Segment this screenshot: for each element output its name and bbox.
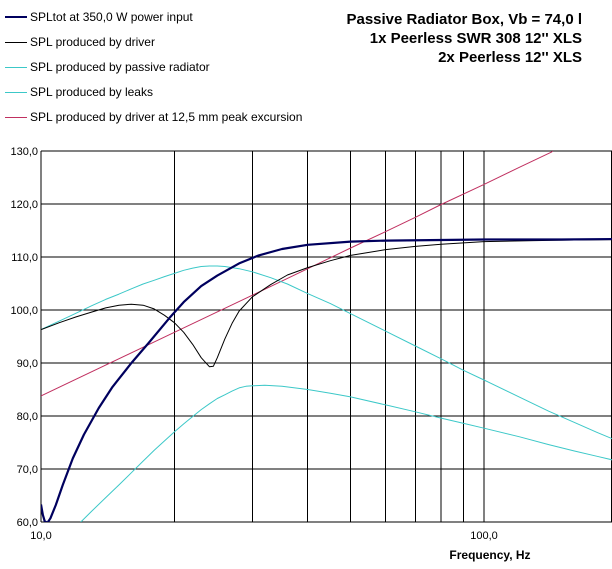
legend-label: SPL produced by passive radiator — [30, 60, 210, 74]
legend-item: SPL produced by passive radiator — [0, 59, 210, 75]
legend-label: SPL produced by driver at 12,5 mm peak e… — [30, 110, 303, 124]
legend-item: SPL produced by leaks — [0, 84, 153, 100]
y-tick-label: 60,0 — [17, 517, 38, 529]
x-axis-label: Frequency, Hz — [449, 548, 530, 562]
legend-swatch — [5, 91, 27, 93]
y-tick-label: 100,0 — [10, 305, 38, 317]
series-line-3 — [41, 265, 612, 440]
legend-label: SPL produced by driver — [30, 35, 155, 49]
y-tick-label: 90,0 — [17, 358, 38, 370]
axis-layer: 60,0 70,0 80,0 90,0 100,0 110,0 120,0 130,0 10,0… — [10, 146, 497, 542]
chart-title-line: 2x Peerless 12'' XLS — [438, 49, 582, 66]
legend-item: SPL produced by driver — [0, 34, 155, 50]
legend-swatch — [5, 116, 27, 118]
legend-item: SPLtot at 350,0 W power input — [0, 9, 193, 25]
series-layer — [41, 151, 612, 522]
chart-title-line: Passive Radiator Box, Vb = 74,0 l — [346, 11, 582, 28]
legend-label: SPLtot at 350,0 W power input — [30, 10, 193, 24]
y-tick-label: 110,0 — [11, 252, 38, 264]
legend-swatch — [5, 66, 27, 68]
series-line-1 — [41, 237, 612, 522]
y-tick-label: 130,0 — [10, 146, 38, 158]
x-tick-label: 100,0 — [470, 530, 498, 542]
y-tick-label: 120,0 — [10, 199, 38, 211]
y-tick-label: 70,0 — [17, 464, 38, 476]
series-line-4 — [80, 384, 612, 522]
series-line-2 — [41, 239, 612, 368]
legend-item: SPL produced by driver at 12,5 mm peak e… — [0, 109, 302, 125]
legend-label: SPL produced by leaks — [30, 85, 153, 99]
series-line-5 — [41, 151, 554, 397]
x-tick-label: 10,0 — [30, 530, 51, 542]
y-tick-label: 80,0 — [17, 411, 38, 423]
legend-swatch — [5, 41, 27, 43]
grid-layer — [40, 150, 612, 523]
legend-swatch — [5, 16, 27, 18]
chart-title-line: 1x Peerless SWR 308 12'' XLS — [369, 30, 582, 47]
